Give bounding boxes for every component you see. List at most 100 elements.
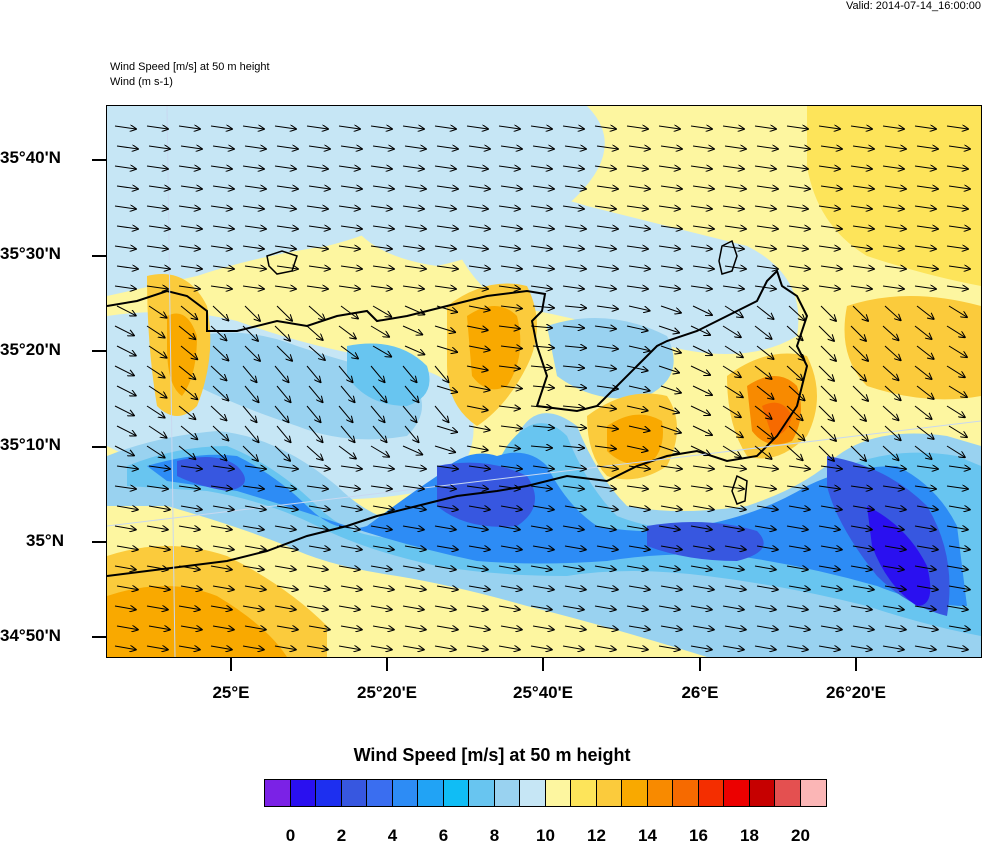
wind-arrow xyxy=(564,506,587,510)
wind-arrow xyxy=(626,526,649,530)
wind-arrow xyxy=(852,226,875,229)
wind-arrow xyxy=(306,445,323,461)
wind-arrow xyxy=(692,425,713,436)
wind-arrow xyxy=(818,286,841,289)
wind-arrow xyxy=(276,466,299,469)
wind-arrow xyxy=(434,166,457,169)
wind-arrow xyxy=(468,546,491,550)
wind-arrow xyxy=(946,526,969,530)
wind-arrow xyxy=(530,406,553,408)
wind-arrow xyxy=(914,325,932,340)
wind-arrow xyxy=(818,405,835,422)
wind-arrow xyxy=(306,365,321,383)
wind-arrow xyxy=(596,466,619,469)
colorbar-cell xyxy=(749,780,775,806)
wind-arrow xyxy=(882,445,899,461)
wind-arrow xyxy=(916,546,939,550)
wind-arrow xyxy=(212,425,229,441)
wind-arrow xyxy=(722,646,745,650)
wind-arrow xyxy=(498,646,521,650)
colorbar-label: 12 xyxy=(587,826,606,845)
wind-arrow xyxy=(178,246,201,249)
wind-arrow xyxy=(628,146,651,149)
wind-arrow xyxy=(658,166,681,169)
wind-arrow xyxy=(274,405,289,423)
wind-arrow xyxy=(146,365,165,378)
wind-arrow xyxy=(626,325,649,331)
wind-map xyxy=(107,106,981,657)
wind-arrow xyxy=(338,606,361,610)
wind-arrow xyxy=(402,365,417,383)
wind-arrow xyxy=(532,386,555,388)
wind-arrow xyxy=(370,445,390,457)
wind-arrow xyxy=(786,286,809,289)
lon-label-25-20: 25°20'E xyxy=(357,683,417,702)
colorbar-cell xyxy=(469,780,495,806)
wind-arrow xyxy=(786,405,803,421)
wind-arrow xyxy=(146,206,169,209)
wind-arrow xyxy=(404,506,427,510)
wind-arrow xyxy=(660,345,682,353)
wind-arrow xyxy=(818,325,835,342)
lon-tick xyxy=(699,657,701,671)
wind-arrow xyxy=(818,246,841,249)
wind-arrow xyxy=(370,405,385,423)
wind-arrow xyxy=(786,325,803,341)
wind-arrow xyxy=(372,425,387,443)
wind-arrow xyxy=(498,246,521,249)
wind-arrow xyxy=(914,365,932,380)
wind-arrow xyxy=(724,226,747,229)
wind-arrow xyxy=(212,186,235,189)
wind-arrow xyxy=(404,385,419,403)
wind-arrow xyxy=(658,246,681,249)
wind-arrow xyxy=(244,186,267,189)
colorbar-label: 8 xyxy=(489,826,500,845)
wind-arrow xyxy=(372,186,395,189)
wind-arrow xyxy=(372,385,387,403)
wind-arrow xyxy=(788,186,811,189)
wind-arrow xyxy=(372,146,395,149)
wind-arrow xyxy=(436,546,459,550)
wind-arrow xyxy=(210,405,227,421)
wind-arrow xyxy=(276,425,291,443)
wind-arrow xyxy=(242,246,265,249)
wind-arrow xyxy=(338,646,361,650)
wind-arrow xyxy=(628,506,651,510)
wind-arrow xyxy=(754,365,772,380)
wind-arrow xyxy=(690,325,711,335)
wind-arrow xyxy=(722,445,742,458)
wind-arrow xyxy=(916,626,939,630)
wind-arrow xyxy=(468,626,491,630)
wind-arrow xyxy=(788,586,811,590)
wind-arrow xyxy=(692,546,715,550)
wind-arrow xyxy=(818,606,841,610)
wind-arrow xyxy=(212,385,229,401)
wind-arrow xyxy=(468,386,491,390)
wind-arrow xyxy=(466,286,489,289)
wind-arrow xyxy=(916,466,939,469)
blue-core-south xyxy=(147,452,967,606)
wind-arrow xyxy=(754,126,777,129)
wind-arrow xyxy=(404,305,425,315)
wind-arrow xyxy=(178,646,201,650)
wind-arrow xyxy=(530,606,553,610)
wind-arrow xyxy=(210,206,233,209)
wind-arrow xyxy=(852,546,875,550)
wind-arrow xyxy=(500,226,523,229)
wind-arrow xyxy=(756,425,774,440)
wind-arrow xyxy=(146,405,165,418)
wind-arrow xyxy=(786,646,809,650)
wind-arrow xyxy=(692,385,713,396)
wind-arrow xyxy=(180,506,203,510)
wind-arrow xyxy=(114,486,137,489)
wind-arrow xyxy=(884,586,907,590)
colorbar-cell xyxy=(800,780,826,806)
wind-arrow xyxy=(116,626,139,630)
wind-arrow xyxy=(882,405,899,421)
wind-arrow xyxy=(372,466,395,469)
wind-arrow xyxy=(786,566,809,570)
colorbar-cell xyxy=(265,780,291,806)
wind-arrow xyxy=(916,425,934,440)
wind-arrow xyxy=(466,166,489,169)
wind-arrow xyxy=(562,646,585,650)
